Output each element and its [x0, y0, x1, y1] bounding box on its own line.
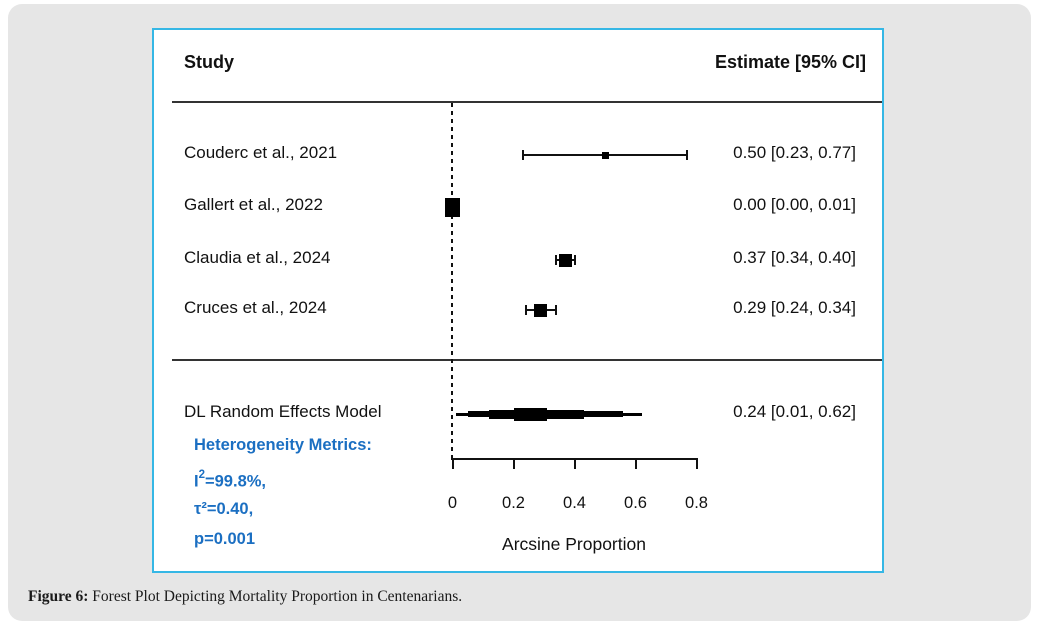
axis-tick: [512, 458, 515, 469]
summary-label: DL Random Effects Model: [184, 402, 382, 421]
point-estimate-square: [601, 151, 609, 159]
study-label: Cruces et al., 2024: [184, 298, 327, 317]
estimate-value: 0.29 [0.24, 0.34]: [733, 298, 856, 317]
plot-area: Couderc et al., 2021 0.50 [0.23, 0.77] Gal…: [154, 30, 882, 571]
heterogeneity-i2: I2=99.8%,: [194, 469, 267, 492]
point-estimate-square: [534, 303, 548, 317]
zero-reference-dashed-line: [451, 103, 453, 459]
study-label: Claudia et al., 2024: [184, 248, 331, 267]
study-column-header: Study: [184, 52, 235, 72]
axis-tick-label: 0: [447, 494, 458, 512]
study-label: Gallert et al., 2022: [184, 195, 323, 214]
estimate-column-header: Estimate [95% CI]: [714, 52, 866, 72]
axis-tick-label: 0.2: [502, 494, 525, 512]
summary-divider-line: [172, 359, 882, 361]
estimate-value: 0.37 [0.34, 0.40]: [733, 248, 856, 267]
estimate-value: 0.50 [0.23, 0.77]: [733, 143, 856, 162]
figure-caption-text: Forest Plot Depicting Mortality Proporti…: [88, 588, 463, 605]
forest-plot-box: Study Estimate [95% CI] Couderc et al., …: [152, 28, 884, 573]
estimate-value: 0.00 [0.00, 0.01]: [733, 195, 856, 214]
ci-cap-left: [521, 150, 524, 160]
axis-tick: [573, 458, 576, 469]
summary-estimate-value: 0.24 [0.01, 0.62]: [733, 402, 856, 421]
heterogeneity-p-value: p=0.001: [194, 530, 256, 548]
summary-bar-layer: [513, 407, 548, 421]
figure-caption-label: Figure 6:: [28, 588, 89, 605]
ci-cap-right: [555, 305, 558, 315]
axis-tick: [634, 458, 637, 469]
axis-tick-label: 0.4: [563, 494, 586, 512]
axis-tick-label: 0.8: [685, 494, 708, 512]
point-estimate-square: [558, 253, 572, 267]
ci-cap-left: [524, 305, 527, 315]
header-divider-line: [172, 101, 882, 103]
i2-value: =99.8%,: [205, 472, 267, 491]
ci-cap-right: [573, 255, 576, 265]
i2-base: I: [194, 472, 199, 491]
axis-tick-label: 0.6: [624, 494, 647, 512]
x-axis-title: Arcsine Proportion: [502, 534, 646, 554]
ci-cap-left: [555, 255, 558, 265]
heterogeneity-title: Heterogeneity Metrics:: [194, 436, 372, 454]
study-label: Couderc et al., 2021: [184, 143, 338, 162]
axis-tick: [695, 458, 698, 469]
point-estimate-square: [445, 197, 460, 217]
figure-caption: Figure 6: Forest Plot Depicting Mortalit…: [28, 588, 462, 606]
axis-tick: [451, 458, 454, 469]
ci-cap-right: [686, 150, 689, 160]
heterogeneity-tau2: τ²=0.40,: [194, 500, 254, 518]
i2-superscript: 2: [198, 469, 205, 481]
